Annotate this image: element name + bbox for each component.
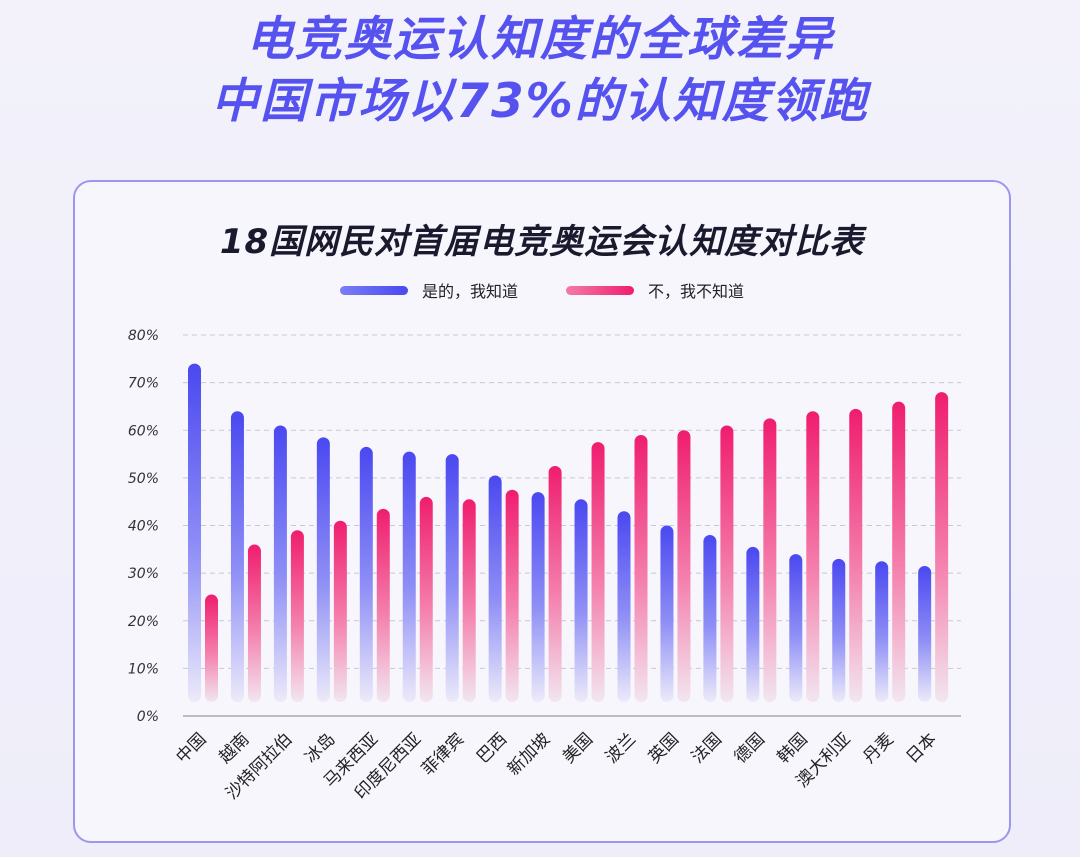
x-tick-label: 英国: [645, 729, 683, 767]
bar-known: [875, 561, 889, 702]
legend-label-known: 是的，我知道: [421, 282, 518, 301]
x-tick-label: 日本: [903, 729, 941, 767]
x-tick-label: 巴西: [473, 729, 511, 767]
x-tick-label: 中国: [172, 729, 210, 767]
x-tick-label: 法国: [688, 729, 726, 767]
bar-unknown: [376, 508, 390, 702]
x-tick-label: 冰岛: [301, 729, 339, 767]
y-tick-label: 70%: [128, 376, 159, 392]
y-tick-label: 30%: [128, 566, 159, 582]
bar-known: [660, 525, 674, 702]
bar-unknown: [763, 418, 777, 702]
x-tick-label: 德国: [731, 729, 769, 767]
bar-known: [402, 451, 416, 702]
bar-known: [703, 535, 717, 702]
bar-unknown: [806, 411, 820, 702]
bar-unknown: [634, 435, 648, 702]
bar-known: [918, 565, 932, 702]
bar-known: [832, 558, 846, 702]
bar-known: [488, 475, 502, 702]
y-tick-label: 60%: [128, 423, 159, 439]
y-tick-label: 40%: [128, 519, 159, 535]
x-tick-label: 丹麦: [860, 729, 898, 767]
bar-known: [316, 437, 330, 702]
bar-known: [188, 363, 201, 702]
legend-swatch-unknown: [566, 285, 634, 295]
legend: 是的，我知道 不，我不知道: [75, 278, 1009, 302]
y-tick-label: 0%: [137, 709, 159, 725]
bar-unknown: [419, 496, 433, 702]
headline-line-2: 中国市场以73%的认知度领跑: [211, 74, 869, 129]
bar-unknown: [462, 499, 476, 702]
bar-unknown: [247, 544, 261, 702]
bar-unknown: [935, 392, 949, 702]
legend-swatch-known: [339, 285, 408, 295]
bar-unknown: [849, 408, 863, 702]
bar-unknown: [505, 489, 519, 702]
x-tick-label: 波兰: [602, 729, 640, 767]
bar-unknown: [677, 430, 691, 702]
bar-unknown: [205, 594, 218, 702]
bar-known: [746, 546, 760, 702]
bar-unknown: [290, 530, 304, 702]
legend-item-unknown: 不，我不知道: [566, 278, 744, 302]
y-tick-label: 10%: [128, 661, 159, 677]
legend-label-unknown: 不，我不知道: [648, 282, 745, 301]
chart-title: 18国网民对首届电竞奥运会认知度对比表: [219, 222, 865, 262]
x-tick-label: 菲律宾: [418, 729, 468, 779]
legend-item-known: 是的，我知道: [339, 278, 518, 302]
x-tick-label: 美国: [559, 729, 597, 767]
bar-known: [359, 446, 373, 702]
bar-unknown: [333, 520, 347, 702]
bar-known: [574, 499, 588, 702]
bar-known: [230, 411, 244, 702]
chart-card: 18国网民对首届电竞奥运会认知度对比表 是的，我知道 不，我不知道 0% 10%: [73, 180, 1011, 843]
bar-unknown: [892, 401, 906, 702]
y-tick-label: 20%: [128, 614, 159, 630]
x-tick-label: 韩国: [774, 729, 812, 767]
y-tick-label: 50%: [128, 471, 159, 487]
bar-known: [789, 554, 803, 702]
headline-line-1: 电竞奥运认知度的全球差异: [246, 12, 834, 67]
bar-known: [531, 492, 545, 702]
y-tick-label: 80%: [128, 328, 159, 344]
bar-known: [617, 511, 631, 702]
bar-unknown: [720, 425, 734, 702]
x-tick-label: 新加坡: [504, 729, 554, 779]
bar-unknown: [591, 442, 605, 702]
bar-unknown: [548, 465, 562, 702]
x-tick-label: 越南: [215, 729, 253, 767]
bar-known: [273, 425, 287, 702]
bar-known: [445, 454, 459, 702]
